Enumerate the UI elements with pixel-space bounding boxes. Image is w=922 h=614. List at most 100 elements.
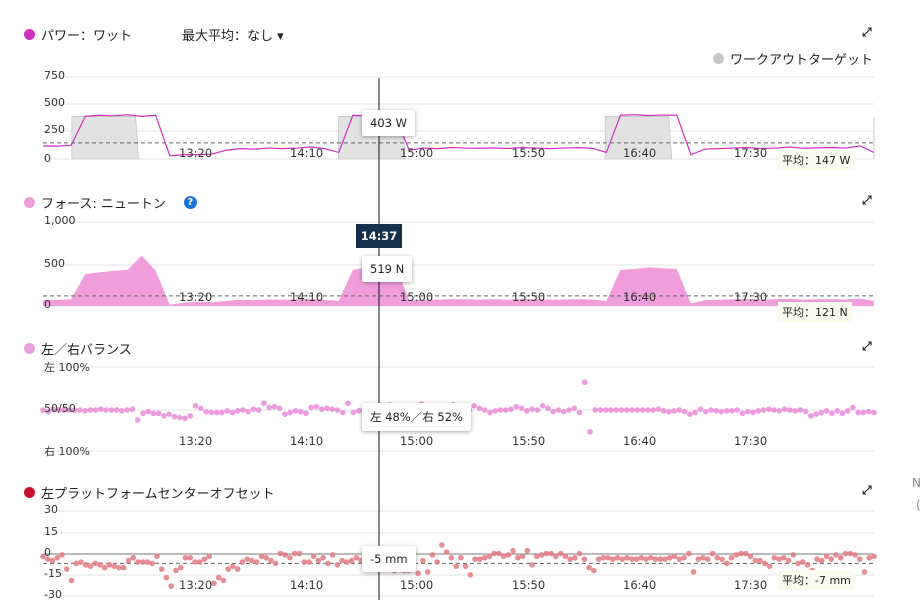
balance-point: [613, 407, 620, 413]
offset-point: [201, 556, 208, 562]
balance-point: [687, 411, 693, 418]
help-icon[interactable]: ?: [183, 196, 197, 209]
offset-point: [453, 563, 459, 570]
force-tooltip: 519 N: [362, 256, 413, 282]
offset-point: [738, 550, 744, 557]
balance-point: [124, 407, 130, 413]
offset-point: [334, 562, 341, 568]
balance-point: [592, 407, 599, 413]
balance-point: [708, 407, 714, 413]
offset-point: [40, 553, 46, 560]
balance-point: [645, 407, 651, 413]
offset-point: [871, 553, 877, 560]
balance-point: [250, 406, 257, 412]
max-average-dropdown[interactable]: 最大平均：なし ▾: [182, 25, 284, 44]
balance-point: [713, 408, 720, 414]
offset-point: [529, 562, 535, 568]
offset-point: [59, 552, 65, 558]
offset-point: [339, 557, 345, 564]
balance-point: [508, 406, 514, 412]
offset-point: [548, 550, 554, 557]
offset-point: [458, 554, 464, 561]
balance-point: [266, 404, 272, 411]
balance-point: [334, 407, 341, 413]
offset-point: [676, 556, 683, 562]
expand-icon[interactable]: ⤢: [862, 339, 872, 353]
expand-icon[interactable]: ⤢: [862, 483, 872, 497]
force-title: フォース: ニュートン?: [24, 193, 197, 212]
workout-target-block: [71, 116, 139, 160]
balance-point: [82, 408, 88, 414]
expand-icon[interactable]: ⤢: [862, 193, 872, 207]
offset-point: [766, 563, 773, 570]
y-tick: 0: [44, 546, 51, 559]
balance-point: [550, 408, 556, 415]
balance-point: [624, 407, 630, 413]
x-tick: 15:00: [400, 146, 434, 160]
y-tick: 500: [44, 96, 65, 109]
x-tick: 14:10: [290, 578, 324, 592]
caret-down-icon: ▾: [277, 29, 284, 44]
balance-point: [119, 408, 125, 414]
balance-point: [134, 417, 141, 423]
offset-point: [662, 556, 668, 562]
offset-average-label: 平均：-7 mm: [778, 570, 855, 590]
balance-point: [681, 408, 688, 415]
balance-point: [213, 409, 220, 416]
offset-point: [866, 554, 873, 561]
balance-point: [802, 408, 809, 415]
balance-point: [140, 410, 146, 417]
balance-point: [287, 409, 293, 416]
balance-point: [339, 409, 346, 416]
balance-point: [581, 379, 588, 386]
offset-point: [690, 569, 697, 575]
balance-point: [723, 408, 730, 414]
offset-point: [158, 566, 165, 572]
offset-point: [510, 547, 516, 554]
offset-point: [420, 557, 426, 564]
power-line: [42, 114, 875, 157]
balance-point: [234, 408, 241, 414]
balance-point: [497, 407, 504, 413]
x-tick: 13:20: [179, 434, 213, 448]
balance-point: [61, 407, 67, 413]
offset-point: [211, 580, 217, 587]
balance-legend-dot: [24, 343, 35, 354]
x-tick: 15:00: [400, 434, 434, 448]
workout-target-legend[interactable]: ワークアウトターゲット: [713, 49, 873, 68]
offset-point: [282, 552, 288, 558]
expand-icon[interactable]: ⤢: [862, 25, 872, 39]
balance-point: [292, 408, 299, 414]
balance-point: [729, 408, 735, 414]
offset-point: [424, 569, 431, 575]
balance-point: [324, 405, 330, 412]
balance-point: [750, 409, 756, 416]
x-tick: 16:40: [623, 290, 657, 304]
offset-point: [500, 553, 507, 560]
x-tick: 15:50: [512, 290, 546, 304]
x-tick: 14:10: [290, 146, 324, 160]
balance-point: [129, 406, 136, 412]
offset-point: [111, 563, 118, 570]
balance-point: [629, 407, 635, 413]
balance-point: [303, 410, 309, 417]
balance-point: [676, 407, 683, 413]
y-tick: -15: [44, 567, 62, 580]
balance-point: [771, 407, 777, 413]
offset-point: [439, 542, 445, 548]
balance-point: [787, 407, 793, 413]
x-tick: 13:20: [179, 290, 213, 304]
balance-point: [166, 411, 173, 418]
offset-point: [44, 556, 51, 562]
offset-point: [581, 556, 588, 562]
offset-point: [130, 554, 137, 561]
force-legend-dot: [24, 197, 35, 208]
x-tick: 15:50: [512, 434, 546, 448]
offset-point: [586, 564, 592, 571]
balance-point: [571, 405, 578, 412]
offset-point: [196, 559, 203, 565]
offset-point: [780, 554, 787, 561]
power-legend-dot: [24, 29, 35, 40]
offset-point: [752, 557, 759, 564]
offset-point: [97, 562, 103, 568]
